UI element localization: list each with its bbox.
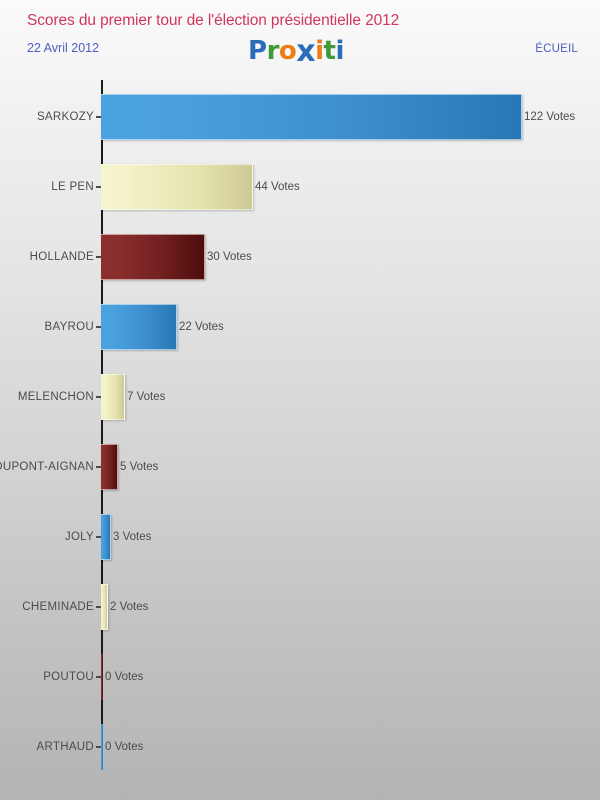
chart-header: Scores du premier tour de l'élection pré… (0, 0, 600, 78)
bar-row[interactable]: SARKOZY 122 Votes (0, 82, 600, 152)
bar[interactable] (101, 374, 125, 420)
page-title: Scores du premier tour de l'élection pré… (27, 12, 400, 29)
bar-category-label: JOLY (64, 531, 94, 543)
axis-tick-mark (96, 186, 101, 188)
bar[interactable] (101, 444, 118, 490)
bar[interactable] (101, 724, 103, 770)
logo-letter-t-5: t (323, 36, 336, 66)
bar-row[interactable]: BAYROU 22 Votes (0, 292, 600, 362)
city-label: ÉCUEIL (535, 43, 578, 55)
bar-category-label: ARTHAUD (36, 741, 94, 753)
bar-category-label: LE PEN (51, 181, 94, 193)
chart-date: 22 Avril 2012 (27, 41, 100, 55)
bar-chart-plot: SARKOZY 122 Votes LE PEN 44 Votes HOLLANDE 30… (0, 80, 600, 770)
logo-letter-o-2: o (278, 36, 297, 66)
bar-value-label: 0 Votes (105, 741, 144, 753)
bar-value-label: 22 Votes (179, 321, 224, 333)
bar-row[interactable]: LE PEN 44 Votes (0, 152, 600, 222)
proxiti-logo[interactable]: Proxiti (248, 34, 344, 69)
bar[interactable] (101, 304, 177, 350)
axis-tick-mark (96, 676, 101, 678)
logo-letter-i-4: i (315, 36, 324, 66)
axis-tick-mark (96, 466, 101, 468)
bar-category-label: BAYROU (44, 321, 94, 333)
bar[interactable] (101, 654, 103, 700)
logo-letter-r-1: r (266, 36, 280, 66)
bar-category-label: SARKOZY (36, 111, 94, 123)
bar[interactable] (101, 94, 522, 140)
bar-category-label: CHEMINADE (22, 601, 94, 613)
axis-tick-mark (96, 746, 101, 748)
axis-tick-mark (96, 116, 101, 118)
bar-row[interactable]: CHEMINADE 2 Votes (0, 572, 600, 642)
bar[interactable] (101, 164, 253, 210)
logo-letter-p-0: P (248, 36, 267, 66)
bar-value-label: 44 Votes (255, 181, 300, 193)
bar-row[interactable]: HOLLANDE 30 Votes (0, 222, 600, 292)
bar-row[interactable]: ARTHAUD 0 Votes (0, 712, 600, 782)
bar-value-label: 3 Votes (113, 531, 152, 543)
y-axis-line (101, 80, 103, 764)
bar-category-label: POUTOU (43, 671, 94, 683)
bar-row[interactable]: JOLY 3 Votes (0, 502, 600, 572)
bar-category-label: HOLLANDE (29, 251, 94, 263)
bar-value-label: 30 Votes (207, 251, 252, 263)
bar-category-label: DUPONT-AIGNAN (0, 461, 94, 473)
axis-tick-mark (96, 606, 101, 608)
axis-tick-mark (96, 326, 101, 328)
bar-value-label: 122 Votes (524, 111, 576, 123)
bar-row[interactable]: MELENCHON 7 Votes (0, 362, 600, 432)
bar[interactable] (101, 514, 111, 560)
axis-tick-mark (96, 536, 101, 538)
bar-value-label: 7 Votes (127, 391, 166, 403)
axis-tick-mark (96, 396, 101, 398)
bar-value-label: 5 Votes (120, 461, 159, 473)
bar[interactable] (101, 234, 205, 280)
bar-value-label: 2 Votes (110, 601, 149, 613)
bar[interactable] (101, 584, 108, 630)
bar-value-label: 0 Votes (105, 671, 144, 683)
bar-row[interactable]: DUPONT-AIGNAN 5 Votes (0, 432, 600, 502)
logo-letter-i-6: i (335, 36, 344, 66)
bar-row[interactable]: POUTOU 0 Votes (0, 642, 600, 712)
bar-category-label: MELENCHON (17, 391, 94, 403)
axis-tick-mark (96, 256, 101, 258)
logo-letter-x-3: x (296, 34, 316, 69)
